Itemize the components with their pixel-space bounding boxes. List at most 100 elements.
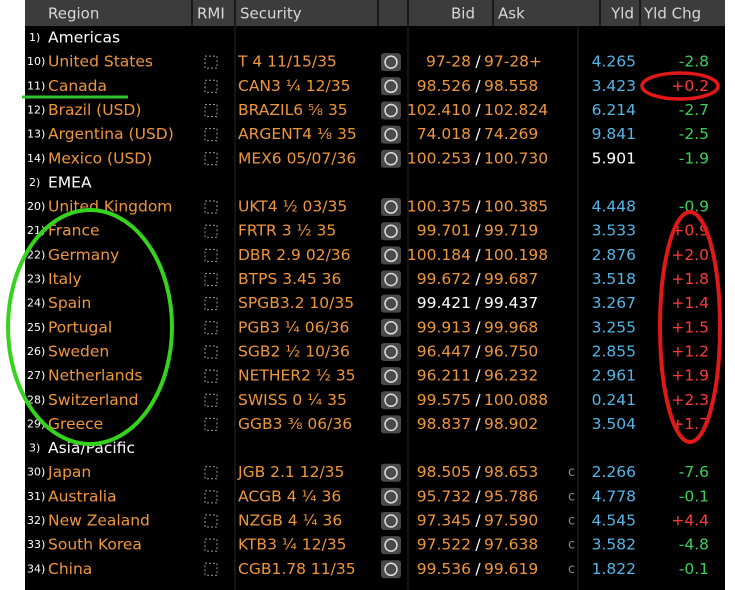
circle-annotation xyxy=(658,210,722,444)
security: PGB3 ¼ 06/36 xyxy=(238,318,349,336)
rmi-box[interactable] xyxy=(204,79,218,93)
region: South Korea xyxy=(48,536,142,554)
ask: 102.824 xyxy=(484,101,548,119)
security: DBR 2.9 02/36 xyxy=(238,246,351,264)
chart-icon xyxy=(384,345,398,359)
chart-icon xyxy=(384,248,398,263)
chart-icon xyxy=(384,369,398,383)
header-dividers xyxy=(191,0,641,26)
chart-icon xyxy=(384,514,398,528)
rmi-box[interactable] xyxy=(204,103,218,117)
yield: 3.423 xyxy=(592,77,636,95)
row-number: 14) xyxy=(27,152,45,165)
chart-icon xyxy=(384,321,398,335)
header-security[interactable]: Security xyxy=(240,5,302,23)
circle-annotation xyxy=(6,208,174,446)
group-label: Americas xyxy=(48,29,120,47)
rmi-box[interactable] xyxy=(204,248,218,262)
ask: 99.687 xyxy=(484,270,538,288)
ask: 95.786 xyxy=(484,487,538,505)
rmi-box[interactable] xyxy=(204,466,218,480)
yield: 6.214 xyxy=(592,101,636,119)
header-rmi[interactable]: RMI xyxy=(197,5,225,23)
row-number: 13) xyxy=(27,128,45,141)
bid: 102.410 xyxy=(407,101,471,119)
yield-change: +0.2 xyxy=(671,77,709,95)
header-yld[interactable]: Yld xyxy=(610,5,634,23)
rmi-box[interactable] xyxy=(204,538,218,552)
rmi-box[interactable] xyxy=(204,345,218,359)
price-separator: / xyxy=(475,560,481,578)
price-separator: / xyxy=(475,125,481,143)
rmi-box[interactable] xyxy=(204,393,218,407)
header-region[interactable]: Region xyxy=(48,5,99,23)
security: BTPS 3.45 36 xyxy=(238,270,341,288)
security: T 4 11/15/35 xyxy=(237,53,337,71)
chart-icon xyxy=(384,127,398,142)
group-number: 1) xyxy=(29,31,40,44)
rmi-box[interactable] xyxy=(204,490,218,504)
rmi-box[interactable] xyxy=(204,200,218,214)
row-number: 23) xyxy=(27,273,45,286)
security: SWISS 0 ¼ 35 xyxy=(238,391,347,409)
ask: 100.088 xyxy=(484,391,548,409)
bid: 99.913 xyxy=(417,318,471,336)
header-ask[interactable]: Ask xyxy=(498,5,525,23)
rmi-box[interactable] xyxy=(204,128,218,142)
row-number: 11) xyxy=(27,79,45,92)
yield-change: +1.2 xyxy=(671,342,709,360)
row-number: 28) xyxy=(27,393,45,406)
row-number: 32) xyxy=(27,514,45,527)
region: China xyxy=(48,560,92,578)
yield: 2.876 xyxy=(592,246,636,264)
security: CAN3 ¼ 12/35 xyxy=(238,77,350,95)
rmi-box[interactable] xyxy=(204,321,218,335)
row-number: 31) xyxy=(27,490,45,503)
rmi-box[interactable] xyxy=(204,369,218,383)
region: France xyxy=(48,222,100,240)
group-number: 3) xyxy=(29,442,40,455)
security: MEX6 05/07/36 xyxy=(238,149,356,167)
yield-change: +2.3 xyxy=(671,391,709,409)
chart-icon xyxy=(384,224,398,238)
header-bid[interactable]: Bid xyxy=(451,5,475,23)
yield-change: -0.1 xyxy=(679,487,709,505)
bid: 74.018 xyxy=(417,125,471,143)
price-separator: / xyxy=(475,318,481,336)
row-number: 27) xyxy=(27,369,45,382)
condition-code: c xyxy=(568,538,575,553)
bid: 97.522 xyxy=(417,536,471,554)
row-number: 22) xyxy=(27,248,45,261)
rmi-box[interactable] xyxy=(204,55,218,69)
ask: 100.198 xyxy=(484,246,548,264)
condition-code: c xyxy=(568,514,575,529)
price-separator: / xyxy=(475,512,481,530)
rmi-box[interactable] xyxy=(204,273,218,286)
yield: 3.518 xyxy=(592,270,636,288)
security: KTB3 ¼ 12/35 xyxy=(238,536,346,554)
price-separator: / xyxy=(475,463,481,481)
ask: 100.730 xyxy=(484,149,548,167)
header-yld-chg[interactable]: Yld Chg xyxy=(643,5,701,23)
rmi-box[interactable] xyxy=(204,224,218,238)
rmi-box[interactable] xyxy=(204,562,218,576)
yield: 3.255 xyxy=(592,318,636,336)
ask: 96.232 xyxy=(484,367,538,385)
region: Germany xyxy=(48,246,119,264)
rmi-box[interactable] xyxy=(204,514,218,528)
rmi-box[interactable] xyxy=(204,152,218,166)
chart-icon xyxy=(384,490,398,504)
header-bar xyxy=(25,0,725,26)
ask: 100.385 xyxy=(484,198,548,216)
price-separator: / xyxy=(475,53,481,71)
price-separator: / xyxy=(475,198,481,216)
region: Brazil (USD) xyxy=(48,101,141,119)
rmi-box[interactable] xyxy=(204,417,218,431)
security: SGB2 ½ 10/36 xyxy=(238,342,350,360)
security: ACGB 4 ¼ 36 xyxy=(238,487,341,505)
price-separator: / xyxy=(475,536,481,554)
bid: 100.375 xyxy=(407,198,471,216)
chart-icon xyxy=(384,103,398,118)
rmi-box[interactable] xyxy=(204,297,218,311)
